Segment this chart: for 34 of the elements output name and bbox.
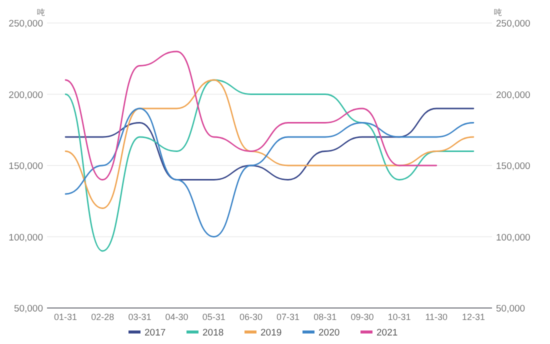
line-series xyxy=(64,108,474,180)
y-tick-label: 100,000 xyxy=(8,232,43,244)
y2-axis-title: 吨 xyxy=(494,8,502,17)
x-tick-label: 04-30 xyxy=(165,312,188,322)
x-tick-label: 11-30 xyxy=(425,312,448,322)
y2-tick-label: 100,000 xyxy=(496,232,530,244)
y2-tick-label: 150,000 xyxy=(496,161,530,172)
x-tick-label: 10-31 xyxy=(388,312,411,322)
x-tick-label: 03-31 xyxy=(128,312,152,322)
y-axis-title: 吨 xyxy=(37,8,45,17)
x-tick-label: 12-31 xyxy=(462,312,485,322)
x-tick-label: 08-31 xyxy=(314,312,337,322)
y-tick-label: 250,000 xyxy=(8,18,43,30)
line-series xyxy=(64,79,474,252)
legend-label: 2017 xyxy=(144,328,166,338)
y-tick-label: 50,000 xyxy=(14,304,43,314)
x-tick-label: 09-30 xyxy=(350,312,374,322)
line-series xyxy=(64,50,438,180)
x-tick-label: 01-31 xyxy=(54,312,78,322)
x-tick-label: 07-31 xyxy=(276,312,300,322)
legend-label: 2020 xyxy=(318,328,340,338)
x-tick-label: 02-28 xyxy=(91,312,114,322)
line-series xyxy=(64,108,474,238)
y2-tick-label: 200,000 xyxy=(496,90,530,101)
line-series xyxy=(64,79,474,209)
x-tick-label: 06-30 xyxy=(239,312,262,322)
y2-tick-label: 50,000 xyxy=(496,304,526,314)
legend-label: 2019 xyxy=(260,328,282,338)
y-tick-label: 200,000 xyxy=(8,90,43,101)
legend-label: 2018 xyxy=(202,328,224,338)
y-tick-label: 150,000 xyxy=(8,161,43,172)
legend-label: 2021 xyxy=(376,328,398,338)
x-tick-label: 05-31 xyxy=(202,312,226,322)
y2-tick-label: 250,000 xyxy=(496,18,530,30)
